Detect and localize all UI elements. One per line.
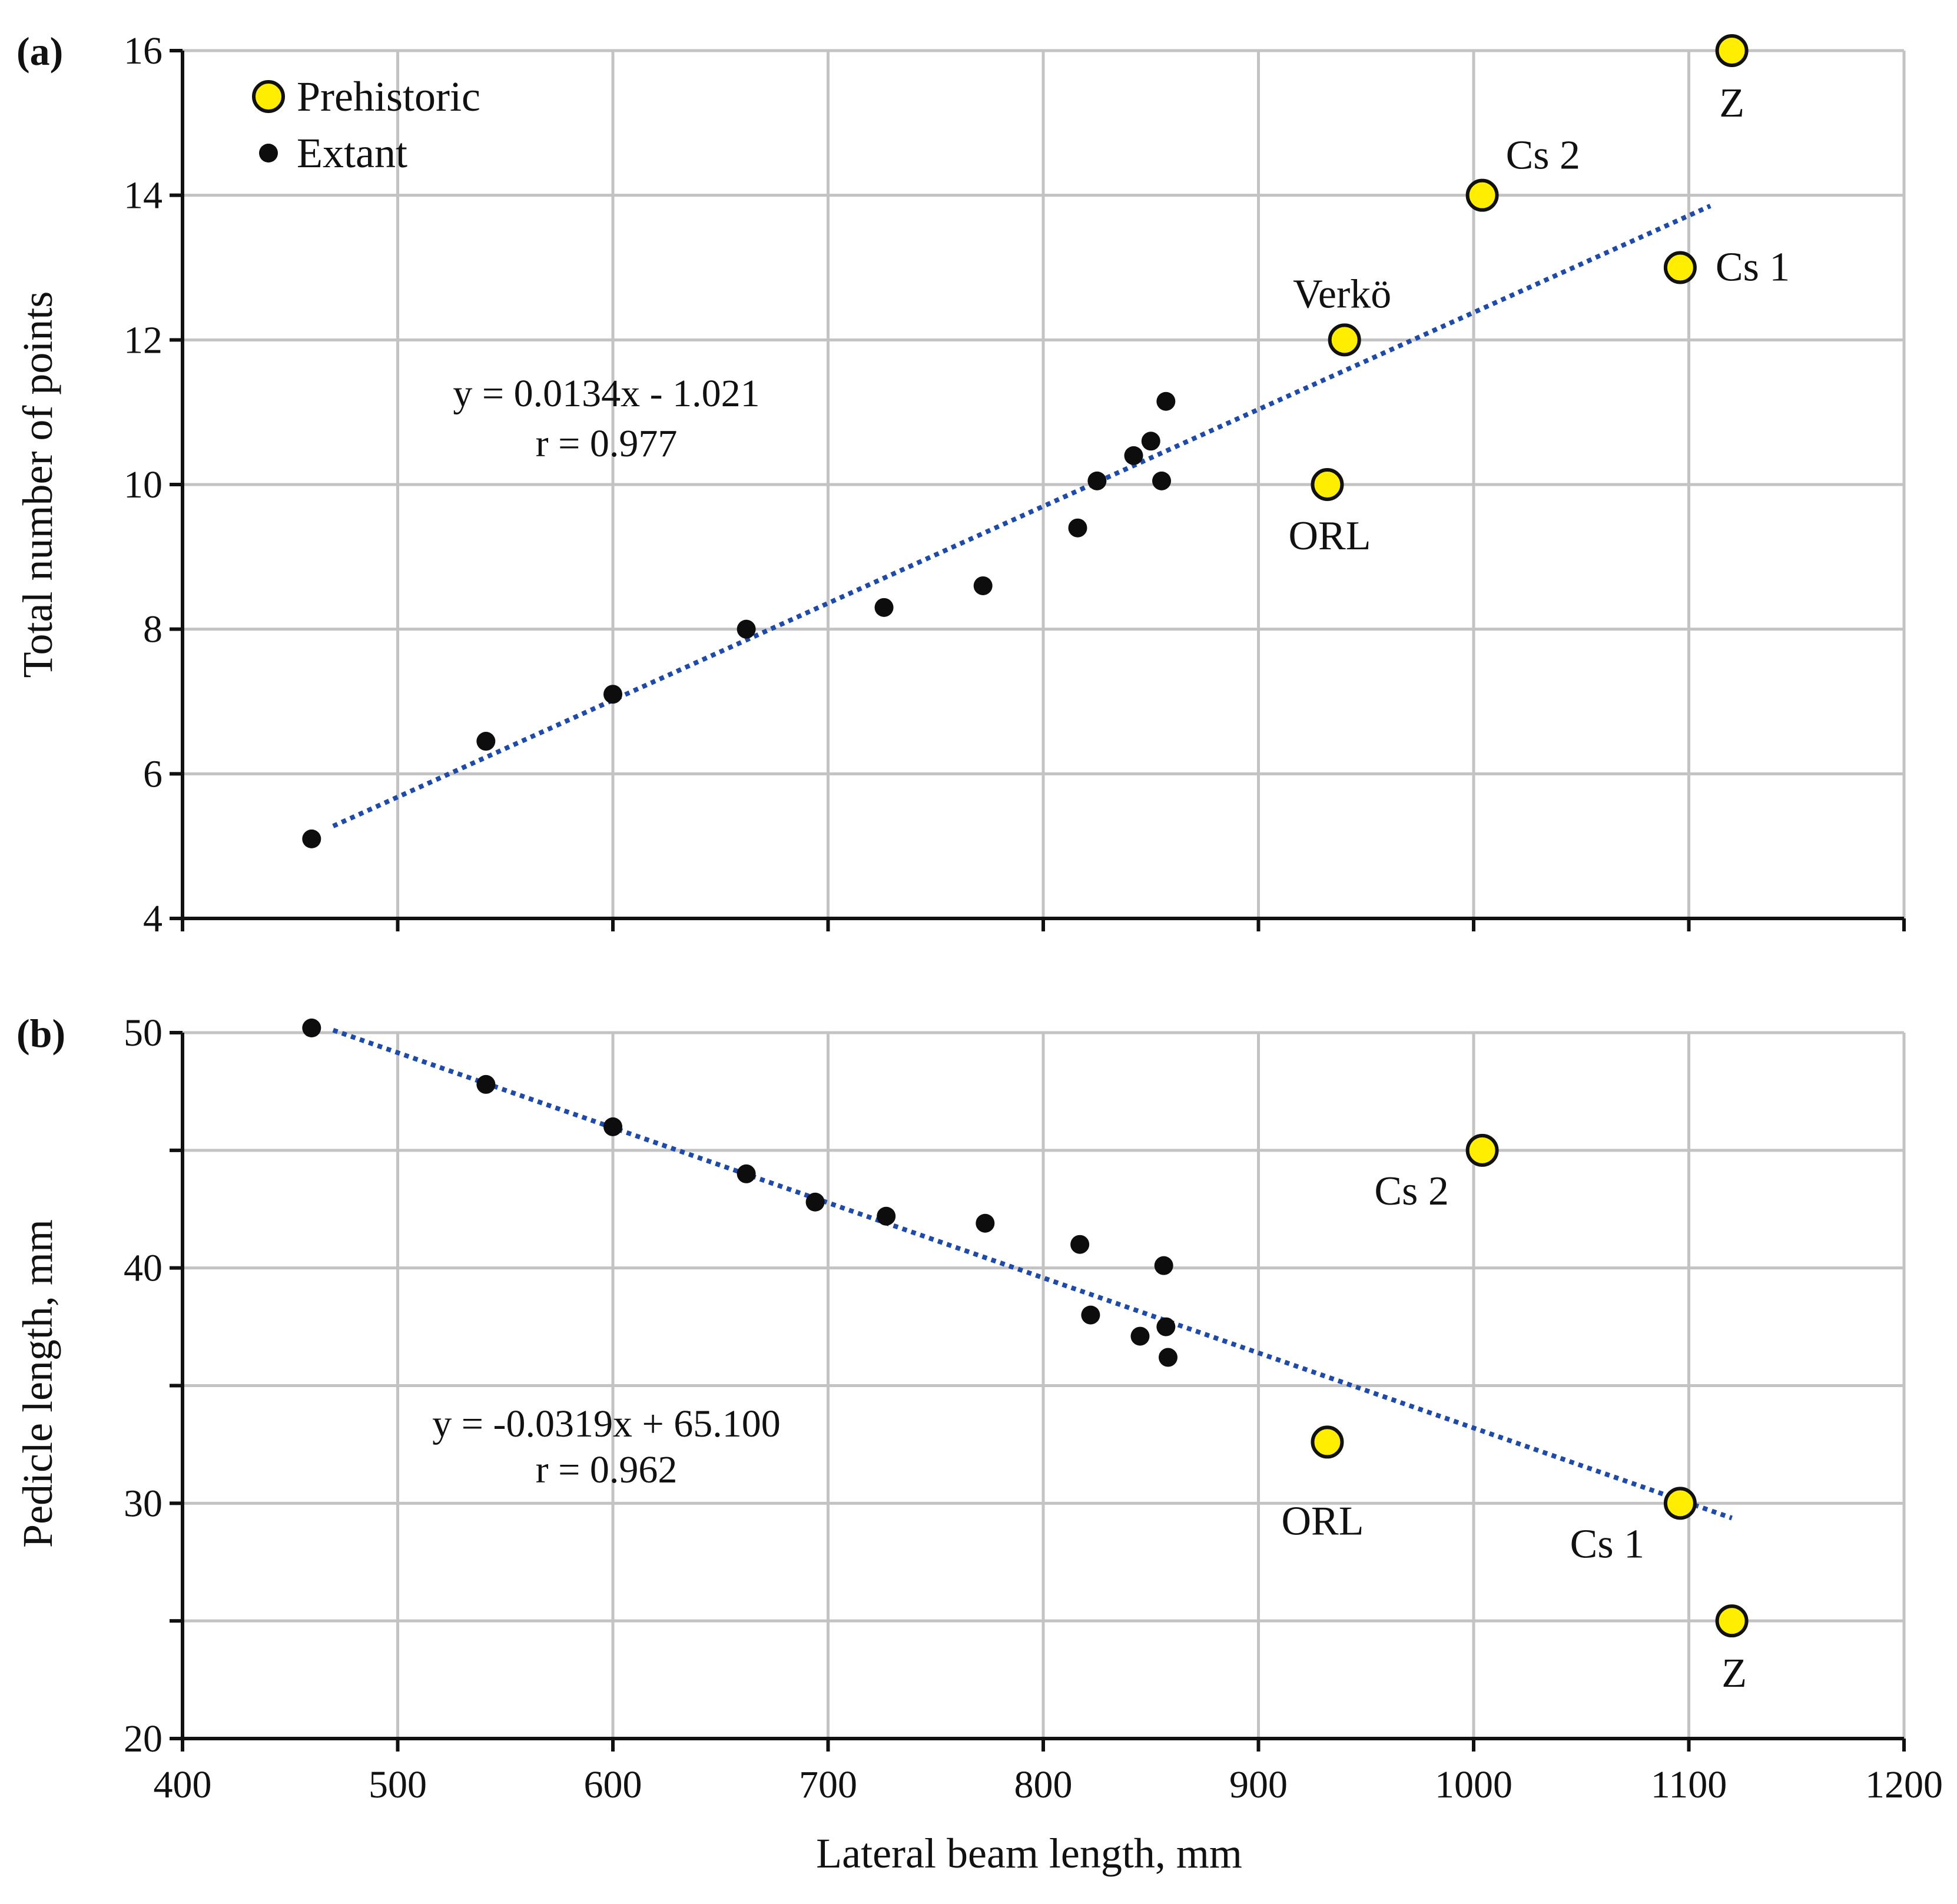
extant-point [1156, 1317, 1176, 1336]
x-tick-label: 600 [584, 1763, 642, 1806]
y-tick-label: 12 [124, 319, 162, 361]
y-tick-label: 8 [143, 608, 162, 651]
y-axis-title: Pedicle length, mm [14, 1219, 61, 1548]
legend-prehistoric-marker [252, 80, 285, 113]
extant-point [302, 1019, 321, 1038]
extant-point [1068, 518, 1087, 538]
panel-label: (b) [16, 1011, 65, 1056]
extant-point [476, 732, 496, 751]
y-tick-label: 4 [143, 897, 162, 940]
x-tick-label: 900 [1229, 1763, 1288, 1806]
point-label: Verkö [1293, 271, 1391, 317]
point-label: ORL [1281, 1498, 1364, 1544]
prehistoric-point [1311, 1425, 1344, 1459]
extant-point [973, 576, 993, 595]
point-label: Cs 2 [1374, 1169, 1448, 1214]
extant-point [1158, 1348, 1177, 1367]
x-tick-label: 700 [799, 1763, 857, 1806]
r-value-label: r = 0.962 [536, 1448, 678, 1491]
y-tick-label: 16 [124, 29, 162, 72]
extant-point [976, 1213, 995, 1233]
extant-point [1152, 471, 1172, 490]
prehistoric-point [1663, 1487, 1697, 1520]
regression-line [332, 1027, 1733, 1521]
point-label: Cs 1 [1716, 245, 1790, 290]
extant-point [737, 1164, 756, 1183]
x-tick-label: 1100 [1651, 1763, 1727, 1806]
prehistoric-point [1311, 468, 1344, 501]
extant-point [1154, 1256, 1173, 1275]
extant-point [805, 1192, 825, 1212]
point-label: Cs 2 [1506, 133, 1580, 178]
panel-label: (a) [16, 29, 63, 74]
extant-point [1081, 1305, 1100, 1325]
extant-point [737, 619, 756, 639]
prehistoric-point [1465, 178, 1499, 212]
y-tick-label: 14 [124, 174, 162, 217]
y-tick-label: 10 [124, 463, 162, 506]
y-tick-label: 40 [124, 1247, 162, 1290]
extant-point [476, 1074, 496, 1094]
extant-point [1141, 432, 1160, 451]
prehistoric-point [1715, 34, 1749, 67]
extant-point [1156, 392, 1176, 411]
x-tick-label: 500 [369, 1763, 427, 1806]
x-tick-label: 800 [1014, 1763, 1073, 1806]
legend-extant-marker [259, 144, 278, 162]
extant-point [874, 598, 894, 617]
extant-point [302, 829, 321, 848]
extant-point [603, 685, 622, 704]
legend: Prehistoric Extant [252, 73, 480, 177]
prehistoric-point [1715, 1604, 1749, 1638]
extant-point [603, 1117, 622, 1136]
y-axis-title: Total number of points [14, 291, 61, 678]
extant-point [877, 1206, 896, 1226]
equation-label: y = -0.0319x + 65.100 [432, 1402, 780, 1445]
equation-label: y = 0.0134x - 1.021 [453, 372, 759, 415]
extant-point [1087, 471, 1107, 490]
legend-label: Prehistoric [297, 73, 480, 120]
y-tick-label: 20 [124, 1717, 162, 1760]
x-tick-label: 1200 [1865, 1763, 1943, 1806]
y-tick-label: 6 [143, 752, 162, 795]
legend-label: Extant [297, 130, 407, 177]
extant-point [1070, 1235, 1090, 1254]
regression-line [332, 204, 1711, 828]
y-tick-label: 50 [124, 1011, 162, 1054]
x-tick-label: 400 [154, 1763, 212, 1806]
extant-point [1124, 446, 1143, 465]
point-label: Cs 1 [1570, 1521, 1644, 1567]
prehistoric-point [1465, 1133, 1499, 1167]
point-label: Z [1719, 81, 1744, 126]
y-tick-label: 30 [124, 1482, 162, 1525]
x-axis-title: Lateral beam length, mm [816, 1830, 1242, 1877]
extant-point [1130, 1326, 1150, 1346]
point-label: Z [1722, 1651, 1747, 1696]
prehistoric-point [1328, 323, 1361, 357]
point-label: ORL [1288, 513, 1371, 559]
r-value-label: r = 0.977 [536, 422, 678, 465]
prehistoric-point [1663, 251, 1697, 284]
x-tick-label: 1000 [1435, 1763, 1512, 1806]
panel-a: 4 6 8 10 12 14 16 Total number of points (a) y = … [14, 29, 1906, 940]
panel-b: 400 500 600 700 800 900 1000 1100 1200 20 30 40 50 Pe… [14, 1011, 1943, 1806]
